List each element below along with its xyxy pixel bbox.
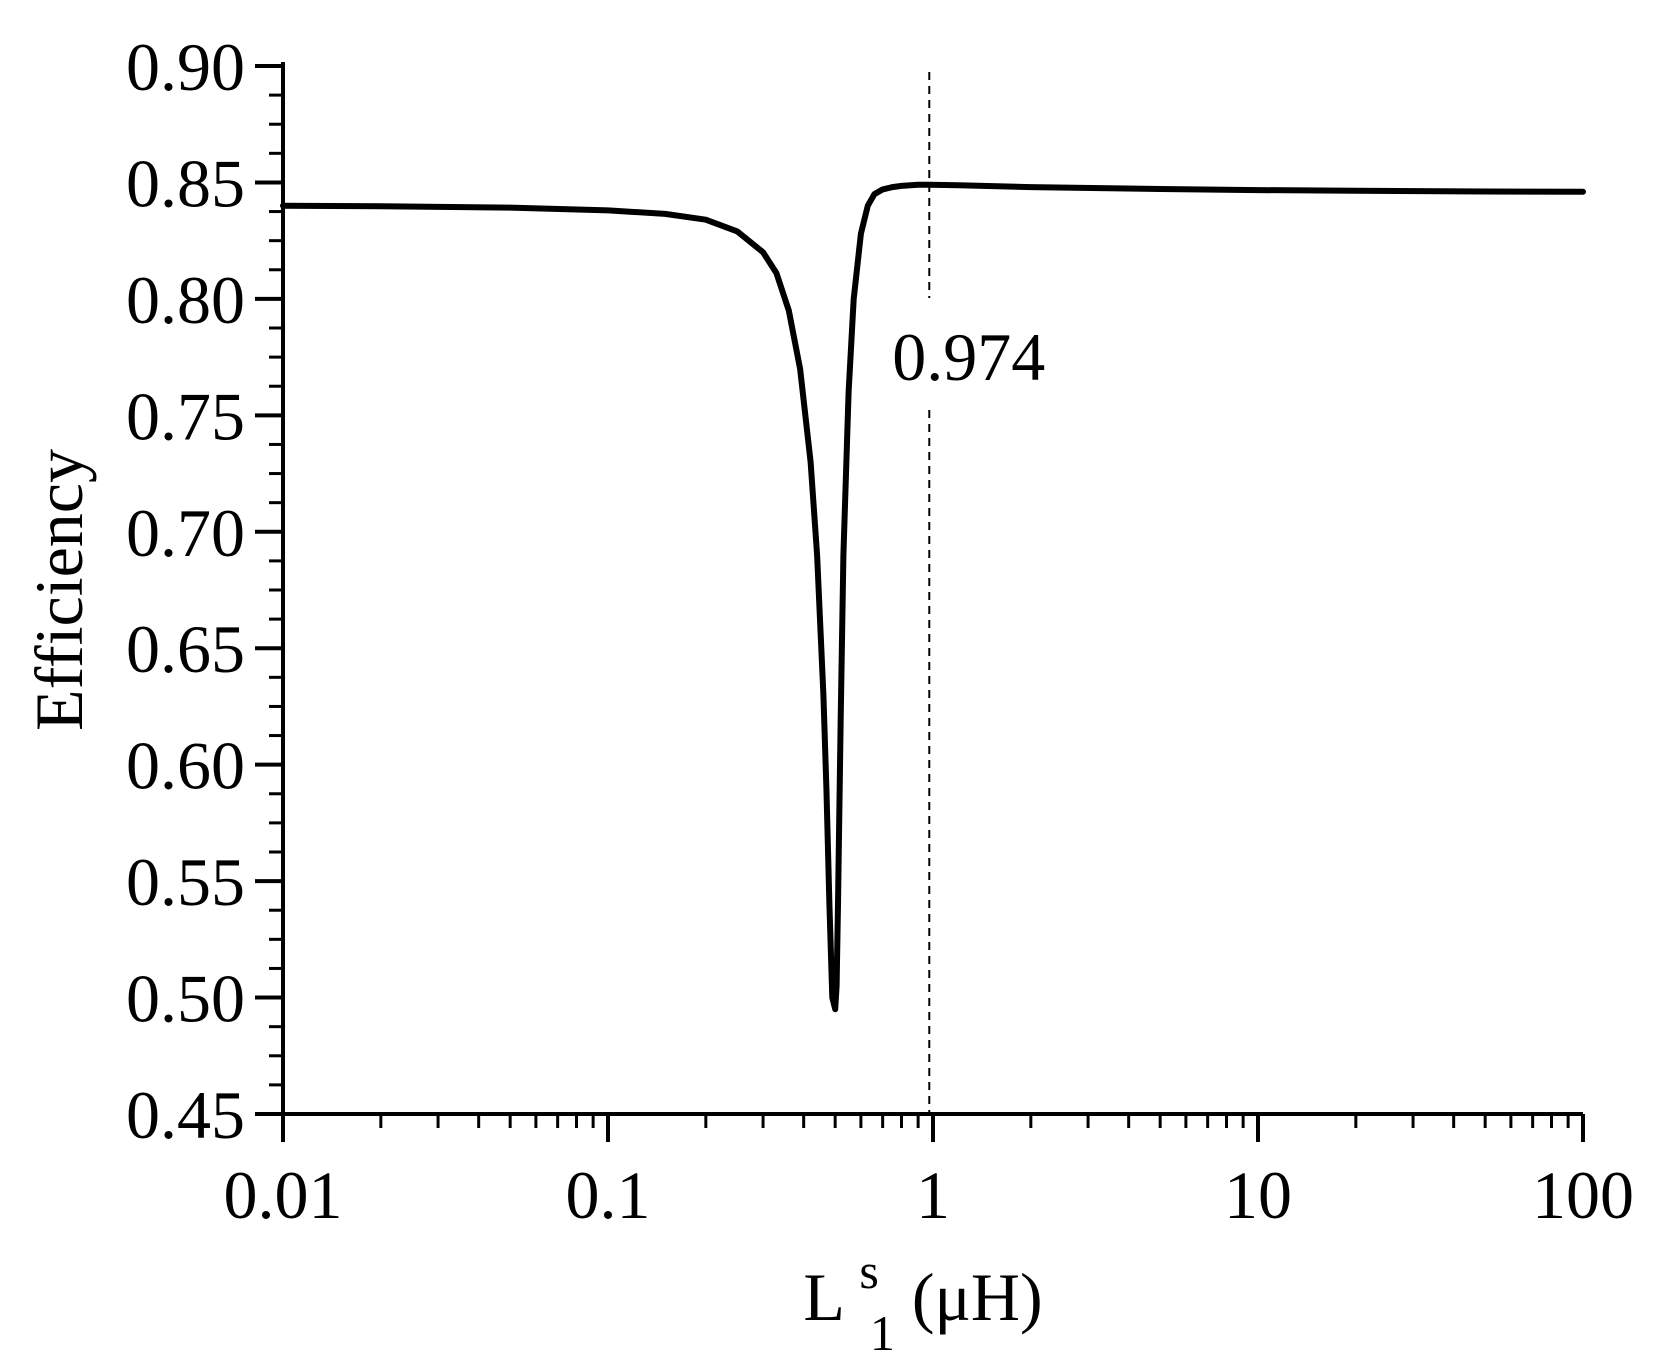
y-tick-label: 0.90 bbox=[126, 29, 245, 105]
y-tick-label: 0.80 bbox=[126, 262, 245, 338]
y-tick-label: 0.85 bbox=[126, 145, 245, 221]
x-axis-title-subscript: 1 bbox=[870, 1305, 895, 1361]
x-tick-label: 100 bbox=[1532, 1157, 1634, 1233]
series-group bbox=[280, 181, 1586, 1013]
y-ticks: 0.45 0.50 0.55 0.60 0.65 0.70 0.75 0.80 0.85 0.90 bbox=[126, 29, 283, 1153]
y-tick-label: 0.75 bbox=[126, 378, 245, 454]
y-tick-label: 0.65 bbox=[126, 611, 245, 687]
x-axis-title: L s 1 (μH) bbox=[803, 1227, 1042, 1365]
x-axis-title-symbol: L bbox=[803, 1259, 842, 1335]
y-axis-title: Efficiency bbox=[21, 449, 97, 731]
x-axis-title-unit: (μH) bbox=[912, 1259, 1043, 1335]
x-tick-label: 0.1 bbox=[566, 1157, 651, 1233]
reference-line-label: 0.974 bbox=[892, 319, 1045, 395]
x-axis-title-superscript: s bbox=[859, 1243, 878, 1299]
y-tick-label: 0.55 bbox=[126, 844, 245, 920]
x-ticks: 0.01 0.1 1 10 100 bbox=[224, 1114, 1634, 1233]
y-tick-label: 0.70 bbox=[126, 495, 245, 571]
y-tick-label: 0.60 bbox=[126, 728, 245, 804]
efficiency-series-line bbox=[280, 181, 1586, 1013]
x-tick-label: 1 bbox=[916, 1157, 950, 1233]
x-tick-label: 10 bbox=[1224, 1157, 1292, 1233]
x-tick-label: 0.01 bbox=[224, 1157, 343, 1233]
y-tick-label: 0.50 bbox=[126, 961, 245, 1037]
axes bbox=[281, 62, 1583, 1116]
y-tick-label: 0.45 bbox=[126, 1077, 245, 1153]
